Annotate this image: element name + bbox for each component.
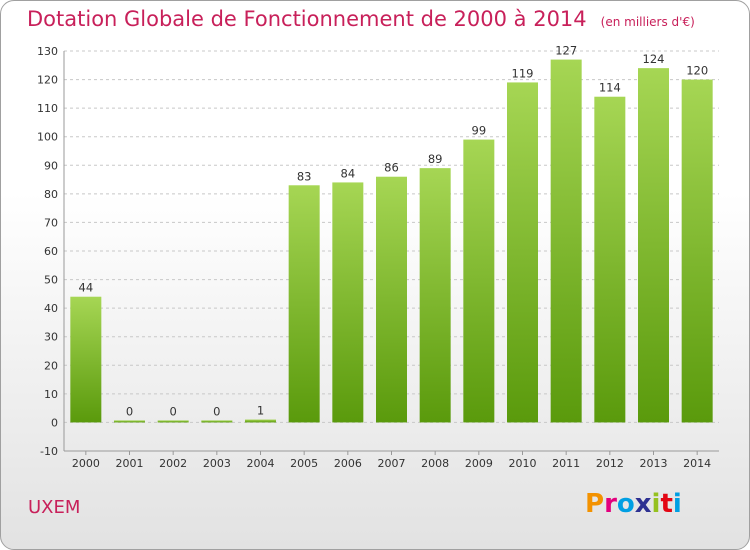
y-tick-label: 110 xyxy=(37,102,58,115)
logo-letter: P xyxy=(585,489,605,519)
x-tick-label-2002: 2002 xyxy=(159,457,187,470)
bar-2014 xyxy=(681,79,713,423)
y-tick-label: 70 xyxy=(44,216,58,229)
y-tick-label: 130 xyxy=(37,45,58,58)
x-tick-label-2011: 2011 xyxy=(552,457,580,470)
logo-letter: o xyxy=(616,489,635,519)
bar-2010 xyxy=(507,82,538,423)
bar-2004 xyxy=(245,419,276,423)
y-tick-label: 100 xyxy=(37,131,58,144)
x-tick-label-2010: 2010 xyxy=(509,457,537,470)
bar-2011 xyxy=(550,59,582,423)
y-tick-label: -10 xyxy=(40,445,58,458)
value-label-2009: 99 xyxy=(472,124,487,138)
x-tick-label-2003: 2003 xyxy=(203,457,231,470)
x-tick-label-2004: 2004 xyxy=(247,457,275,470)
bar-2003 xyxy=(201,420,233,423)
value-label-2001: 0 xyxy=(126,404,133,418)
logo-letter: t xyxy=(660,489,673,519)
y-tick-label: 90 xyxy=(44,159,58,172)
bar-2012 xyxy=(594,96,626,423)
x-tick-label-2001: 2001 xyxy=(116,457,144,470)
bar-2000 xyxy=(70,296,102,423)
chart-unit-text: (en milliers d'€) xyxy=(600,15,695,29)
value-label-2002: 0 xyxy=(170,404,177,418)
logo-letter: r xyxy=(604,489,617,519)
value-label-2006: 84 xyxy=(341,166,356,180)
logo-letter: i xyxy=(672,489,682,519)
value-label-2011: 127 xyxy=(555,44,577,58)
y-tick-label: 80 xyxy=(44,188,58,201)
y-tick-label: 60 xyxy=(44,245,58,258)
y-tick-label: 0 xyxy=(51,416,58,429)
proxiti-logo: Proxiti xyxy=(585,489,682,519)
bar-2001 xyxy=(114,420,145,423)
x-tick-label-2000: 2000 xyxy=(72,457,100,470)
value-label-2003: 0 xyxy=(213,404,220,418)
value-label-2013: 124 xyxy=(643,52,665,66)
bar-2005 xyxy=(288,185,320,423)
x-tick-label-2005: 2005 xyxy=(290,457,318,470)
bar-2013 xyxy=(638,68,669,423)
x-tick-label-2007: 2007 xyxy=(378,457,406,470)
logo-letter: i xyxy=(651,489,661,519)
value-label-2010: 119 xyxy=(512,66,534,80)
chart-title: Dotation Globale de Fonctionnement de 20… xyxy=(27,7,695,31)
y-tick-label: 20 xyxy=(44,359,58,372)
y-tick-label: 120 xyxy=(37,74,58,87)
logo-letter: x xyxy=(634,489,652,519)
value-label-2004: 1 xyxy=(257,404,264,418)
value-label-2000: 44 xyxy=(79,281,94,295)
bar-2007 xyxy=(376,176,407,423)
chart-title-text: Dotation Globale de Fonctionnement de 20… xyxy=(27,7,587,31)
x-tick-label-2012: 2012 xyxy=(596,457,624,470)
x-tick-label-2009: 2009 xyxy=(465,457,493,470)
value-label-2005: 83 xyxy=(297,169,312,183)
value-label-2012: 114 xyxy=(599,81,621,95)
bar-2006 xyxy=(332,182,364,423)
value-label-2014: 120 xyxy=(686,64,708,78)
x-tick-label-2014: 2014 xyxy=(683,457,711,470)
y-tick-label: 30 xyxy=(44,331,58,344)
x-tick-label-2006: 2006 xyxy=(334,457,362,470)
commune-name: UXEM xyxy=(28,497,81,518)
bar-2008 xyxy=(419,168,451,423)
value-label-2008: 89 xyxy=(428,152,443,166)
x-tick-label-2008: 2008 xyxy=(421,457,449,470)
bar-2002 xyxy=(157,420,189,423)
x-tick-label-2013: 2013 xyxy=(640,457,668,470)
bar-2009 xyxy=(463,139,495,423)
y-tick-label: 10 xyxy=(44,388,58,401)
y-tick-label: 40 xyxy=(44,302,58,315)
value-label-2007: 86 xyxy=(384,161,399,175)
y-tick-label: 50 xyxy=(44,274,58,287)
